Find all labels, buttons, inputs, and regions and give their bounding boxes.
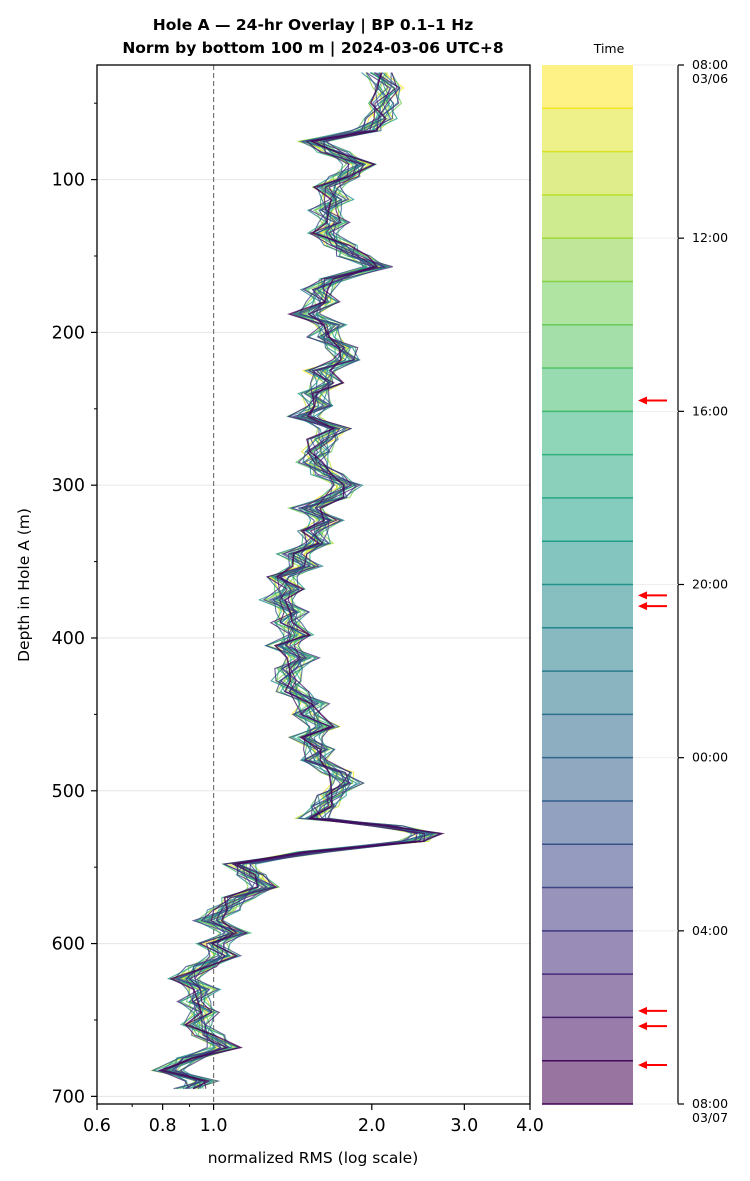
chart-title-line2: Norm by bottom 100 m | 2024-03-06 UTC+8 <box>122 39 503 58</box>
anomaly-arrow <box>638 1022 667 1031</box>
colorbar-bin <box>542 151 633 195</box>
colorbar-bin <box>542 671 633 715</box>
y-tick-label: 700 <box>52 1087 85 1107</box>
colorbar-bin <box>542 887 633 931</box>
colorbar-bin <box>542 541 633 585</box>
colorbar-bins <box>542 65 633 1105</box>
horizontal-grid <box>97 179 530 1097</box>
colorbar-bin <box>542 65 633 109</box>
plot-area: 100 200 300 400 500 600 700 0.6 0.8 1.0 2.0 3.0 4.0 <box>52 64 544 1136</box>
colorbar-tick-sublabel: 03/06 <box>692 71 728 86</box>
x-tick-label: 0.8 <box>149 1116 177 1136</box>
series-line <box>179 72 421 1090</box>
colorbar-ticks: 08:0003/0612:0016:0020:0000:0004:0008:00… <box>633 57 728 1125</box>
chart-title-line1: Hole A — 24-hr Overlay | BP 0.1–1 Hz <box>153 16 473 35</box>
colorbar-tick-label: 00:00 <box>692 750 728 765</box>
colorbar-bin <box>542 974 633 1018</box>
colorbar-tick-label: 16:00 <box>692 403 728 418</box>
anomaly-arrow <box>638 396 667 405</box>
series-line <box>157 72 418 1089</box>
colorbar-bin <box>542 714 633 758</box>
anomaly-arrow <box>638 1006 667 1015</box>
series-line <box>162 72 423 1089</box>
y-tick-label: 100 <box>52 171 85 191</box>
colorbar-tick-label: 08:00 <box>692 57 728 72</box>
y-axis-label: Depth in Hole A (m) <box>15 508 33 662</box>
series-line <box>157 72 426 1089</box>
colorbar-bin <box>542 281 633 325</box>
colorbar-tick-sublabel: 03/07 <box>692 1110 728 1125</box>
x-tick-label: 3.0 <box>450 1116 478 1136</box>
colorbar-bin <box>542 497 633 542</box>
series-lines <box>150 72 445 1090</box>
colorbar-label: Time <box>593 41 625 56</box>
anomaly-arrow <box>638 591 667 600</box>
colorbar-bin <box>542 411 633 455</box>
series-line <box>161 72 445 1090</box>
colorbar-bin <box>542 584 633 628</box>
colorbar-tick-label: 08:00 <box>692 1096 728 1111</box>
colorbar-tick-label: 20:00 <box>692 577 728 592</box>
colorbar-bin <box>542 757 633 801</box>
anomaly-arrow <box>638 602 667 611</box>
colorbar-bin <box>542 800 633 845</box>
x-tick-label: 1.0 <box>200 1116 228 1136</box>
colorbar-bin <box>542 844 633 888</box>
anomaly-arrow <box>638 1061 667 1070</box>
x-tick-label: 0.6 <box>83 1116 111 1136</box>
x-axis-ticks: 0.6 0.8 1.0 2.0 3.0 4.0 <box>83 1104 544 1136</box>
series-line <box>176 72 425 1090</box>
colorbar-arrows <box>638 396 667 1070</box>
y-tick-label: 200 <box>52 323 85 343</box>
colorbar-bin <box>542 368 633 412</box>
colorbar-tick-label: 04:00 <box>692 923 728 938</box>
colorbar-bin <box>542 1017 633 1061</box>
x-tick-label: 2.0 <box>358 1116 386 1136</box>
y-axis-ticks: 100 200 300 400 500 600 700 <box>52 102 97 1107</box>
x-axis-label: normalized RMS (log scale) <box>208 1149 419 1167</box>
plot-frame <box>96 64 531 1105</box>
y-tick-label: 500 <box>52 782 85 802</box>
colorbar-bin <box>542 108 633 152</box>
colorbar-bin <box>542 324 633 369</box>
colorbar-bin <box>542 238 633 282</box>
colorbar-bin <box>542 930 633 975</box>
y-tick-label: 600 <box>52 935 85 955</box>
plot-background <box>97 65 530 1104</box>
colorbar-bin <box>542 454 633 498</box>
colorbar-tick-label: 12:00 <box>692 230 728 245</box>
x-tick-label: 4.0 <box>516 1116 544 1136</box>
colorbar-bin <box>542 194 633 239</box>
y-tick-label: 400 <box>52 629 85 649</box>
series-line <box>174 72 418 1090</box>
colorbar-bin <box>542 1060 633 1104</box>
colorbar: Time 08:0003/0612:0016:0020:0000:0004:00… <box>542 41 728 1125</box>
y-tick-label: 300 <box>52 476 85 496</box>
colorbar-bin <box>542 627 633 672</box>
